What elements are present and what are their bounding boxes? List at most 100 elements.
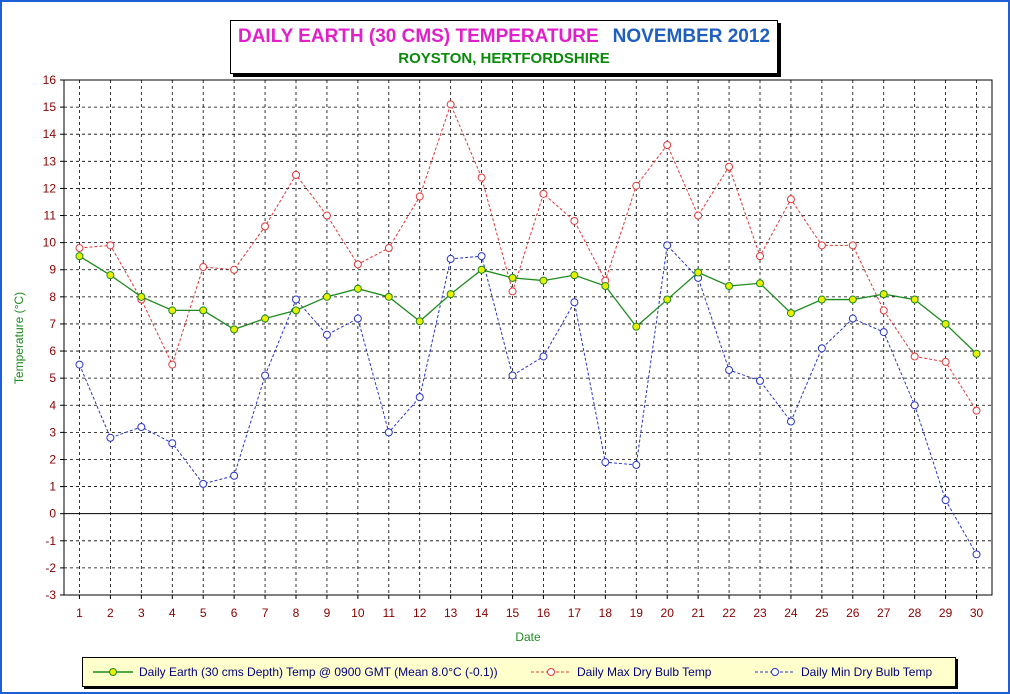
point-min xyxy=(106,433,115,442)
point-max xyxy=(756,252,764,261)
point-min xyxy=(601,458,610,467)
point-min xyxy=(848,314,857,323)
x-tick-label: 2 xyxy=(107,606,114,620)
x-tick-label: 11 xyxy=(383,606,396,620)
point-earth xyxy=(261,314,270,323)
x-tick-label: 12 xyxy=(413,606,427,620)
point-max xyxy=(910,352,919,361)
legend-label-earth: Daily Earth (30 cms Depth) Temp @ 0900 G… xyxy=(139,665,498,679)
point-max xyxy=(539,189,548,198)
point-earth xyxy=(941,319,950,328)
point-earth xyxy=(137,292,146,301)
x-tick-label: 8 xyxy=(293,606,300,620)
x-tick-label: 3 xyxy=(138,606,145,620)
point-min xyxy=(415,393,424,402)
y-tick-label: 2 xyxy=(49,452,56,466)
point-earth xyxy=(570,271,579,280)
x-tick-label: 23 xyxy=(753,606,767,620)
y-tick-label: 8 xyxy=(49,290,56,304)
legend-item-max: Daily Max Dry Bulb Temp xyxy=(531,658,711,686)
x-tick-label: 20 xyxy=(661,606,675,620)
title-line: DAILY EARTH (30 CMS) TEMPERATURE NOVEMBER… xyxy=(231,26,777,48)
y-tick-label: 3 xyxy=(49,425,56,439)
chart-subtitle: ROYSTON, HERTFORDSHIRE xyxy=(398,50,610,67)
x-tick-label: 7 xyxy=(262,606,269,620)
point-max xyxy=(786,195,795,204)
point-min xyxy=(137,422,146,431)
x-tick-label: 10 xyxy=(351,606,365,620)
x-tick-label: 26 xyxy=(846,606,860,620)
x-tick-label: 15 xyxy=(506,606,520,620)
y-tick-label: 4 xyxy=(49,398,56,412)
point-max xyxy=(570,216,579,225)
point-min xyxy=(941,496,950,505)
point-min xyxy=(446,254,455,263)
point-min xyxy=(75,360,84,369)
point-earth xyxy=(972,349,981,358)
point-earth xyxy=(353,284,362,293)
point-min xyxy=(663,241,672,250)
grid-layer xyxy=(63,79,993,596)
point-earth xyxy=(75,252,84,261)
point-earth xyxy=(415,317,424,326)
point-min xyxy=(879,328,888,337)
point-earth xyxy=(292,306,300,315)
x-tick-label: 30 xyxy=(970,606,984,620)
point-max xyxy=(972,406,981,415)
point-earth xyxy=(910,295,919,304)
point-earth xyxy=(384,292,393,301)
chart-month: NOVEMBER 2012 xyxy=(612,26,771,47)
point-min xyxy=(539,352,548,361)
point-max xyxy=(848,241,857,250)
point-min xyxy=(353,314,362,323)
y-tick-label: 9 xyxy=(49,263,56,277)
legend-label-min: Daily Min Dry Bulb Temp xyxy=(801,665,933,679)
point-max xyxy=(879,306,888,315)
series-line-min xyxy=(79,244,977,555)
point-earth xyxy=(477,265,486,274)
x-tick-label: 13 xyxy=(444,606,458,620)
y-tick-label: 1 xyxy=(49,480,56,494)
point-max xyxy=(817,241,826,250)
x-tick-label: 9 xyxy=(324,606,331,620)
point-earth xyxy=(756,279,764,288)
point-earth xyxy=(663,295,672,304)
point-earth xyxy=(725,282,734,290)
x-tick-label: 14 xyxy=(475,606,489,620)
point-earth xyxy=(848,295,857,304)
point-earth xyxy=(817,295,826,304)
y-tick-label: 12 xyxy=(43,181,57,195)
y-axis-title: Temperature (°C) xyxy=(12,292,26,384)
y-tick-label: 16 xyxy=(43,73,57,87)
legend-max-icon xyxy=(531,668,571,676)
x-tick-label: 1 xyxy=(76,606,83,620)
x-tick-label: 19 xyxy=(630,606,644,620)
point-min xyxy=(199,479,208,488)
point-max xyxy=(477,173,486,182)
y-tick-label: 13 xyxy=(43,154,57,168)
point-max xyxy=(199,263,208,272)
y-tick-label: -3 xyxy=(45,588,56,602)
y-tick-label: 5 xyxy=(49,371,56,385)
plot-area xyxy=(63,79,993,596)
point-earth xyxy=(106,271,115,280)
point-earth xyxy=(601,282,610,290)
series-layer xyxy=(75,100,981,559)
point-min xyxy=(817,344,826,353)
point-max xyxy=(106,241,115,250)
point-min xyxy=(477,252,486,261)
point-min xyxy=(756,376,764,385)
x-tick-label: 25 xyxy=(815,606,829,620)
point-earth xyxy=(786,309,795,318)
y-tick-label: 15 xyxy=(43,100,57,114)
point-earth xyxy=(230,325,239,334)
point-min xyxy=(230,471,239,480)
y-tick-label: 6 xyxy=(49,344,56,358)
point-min xyxy=(725,366,734,375)
x-tick-label: 16 xyxy=(537,606,551,620)
x-tick-label: 6 xyxy=(231,606,238,620)
point-max xyxy=(261,222,270,231)
x-tick-label: 29 xyxy=(939,606,953,620)
legend-earth-icon xyxy=(93,668,133,676)
point-max xyxy=(508,287,517,296)
